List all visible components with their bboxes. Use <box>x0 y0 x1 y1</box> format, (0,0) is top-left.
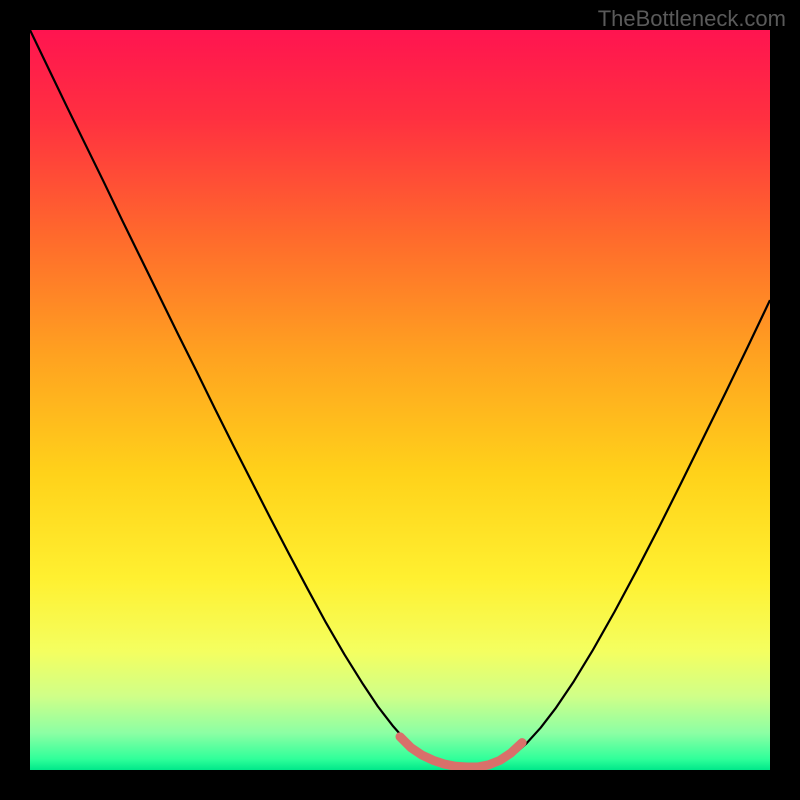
gradient-background <box>30 30 770 770</box>
watermark-text: TheBottleneck.com <box>598 6 786 32</box>
plot-area <box>30 30 770 770</box>
chart-container: TheBottleneck.com <box>0 0 800 800</box>
